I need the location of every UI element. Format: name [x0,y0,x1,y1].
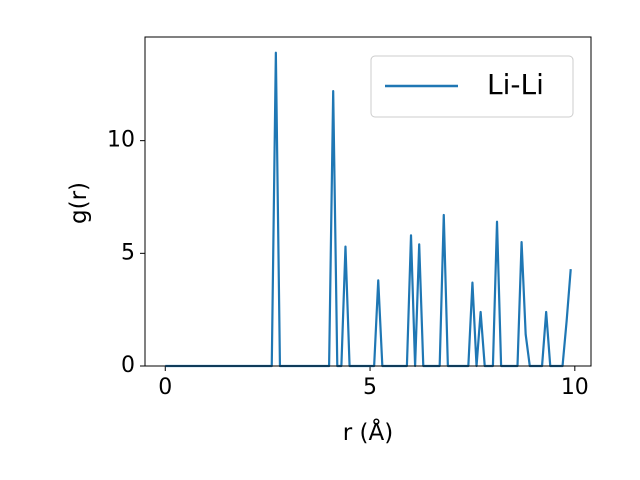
legend-box [370,55,574,118]
x-tick-label: 5 [363,375,377,400]
y-tick-label: 5 [121,240,135,265]
x-axis-label: r (Å) [343,418,393,446]
legend-label: Li-Li [487,68,544,101]
x-tick-label: 0 [158,375,172,400]
y-tick-label: 10 [107,128,135,153]
y-tick-label: 0 [121,353,135,378]
y-axis-label: g(r) [66,182,92,224]
plot-frame [144,36,592,367]
x-tick-label: 10 [561,375,589,400]
